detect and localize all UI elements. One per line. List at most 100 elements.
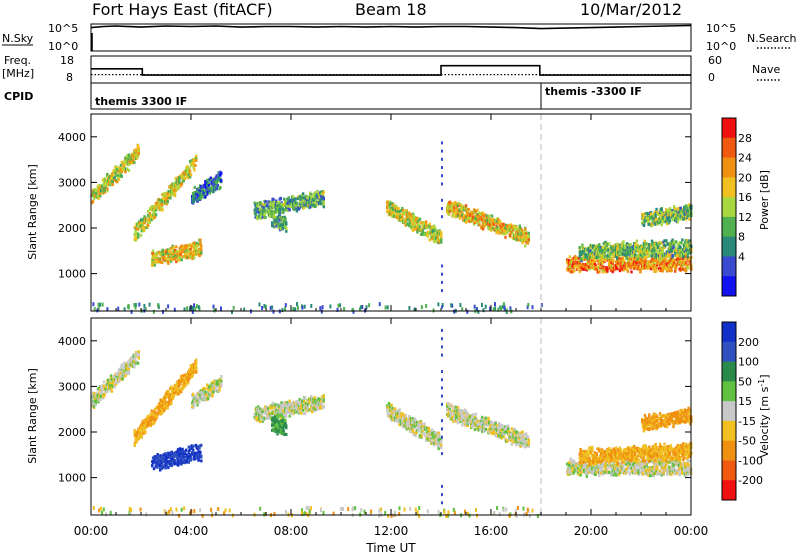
echo-cell	[453, 208, 456, 212]
echo-cell	[488, 216, 491, 220]
scatter-cell	[527, 302, 530, 307]
echo-cell	[181, 447, 184, 451]
echo-cell	[151, 249, 155, 253]
echo-cell	[685, 242, 688, 246]
scatter-cell	[101, 302, 104, 307]
scatter-cell	[167, 304, 170, 309]
echo-cell	[676, 207, 680, 211]
echo-cell	[674, 269, 677, 273]
echo-cell	[585, 263, 588, 267]
echo-cell	[217, 171, 220, 175]
echo-cell	[209, 176, 212, 180]
echo-cell	[496, 226, 499, 229]
echo-cell	[99, 194, 102, 198]
streak-cell	[441, 182, 443, 186]
echo-cell	[456, 214, 460, 218]
streak-cell	[441, 272, 443, 276]
echo-cell	[95, 399, 98, 403]
echo-cell	[608, 254, 611, 258]
echo-cell	[161, 203, 164, 207]
echo-cell	[140, 425, 143, 429]
echo-cell	[682, 255, 685, 259]
echo-cell	[100, 389, 104, 393]
echo-cell	[299, 197, 302, 201]
echo-cell	[407, 218, 410, 222]
echo-cell	[400, 218, 403, 222]
echo-cell	[657, 246, 660, 249]
echo-cell	[412, 213, 415, 217]
echo-cell	[566, 258, 569, 262]
y-tick-label: 3000	[58, 176, 86, 189]
echo-cell	[160, 198, 163, 202]
scatter-cell	[321, 305, 324, 310]
echo-cell	[180, 451, 183, 455]
echo-cell	[150, 409, 153, 413]
scatter-cell	[466, 309, 469, 314]
echo-cell	[513, 227, 516, 231]
echo-cell	[295, 202, 299, 206]
echo-cell	[218, 179, 221, 183]
echo-cell	[272, 215, 276, 219]
echo-cell	[135, 227, 138, 231]
echo-cell	[655, 253, 658, 256]
echo-cell	[94, 191, 97, 195]
echo-cell	[658, 267, 661, 271]
echo-cell	[146, 223, 150, 227]
echo-cell	[174, 176, 177, 180]
echo-cell	[316, 202, 319, 206]
echo-cell	[684, 212, 688, 216]
echo-cell	[481, 211, 485, 215]
echo-cell	[636, 257, 639, 261]
echo-cell	[191, 406, 195, 410]
echo-cell	[100, 394, 103, 398]
echo-cell	[476, 208, 479, 212]
echo-cell	[675, 263, 679, 267]
echo-cell	[589, 249, 592, 253]
echo-cell	[685, 247, 688, 251]
echo-cell	[674, 217, 678, 221]
echo-cell	[638, 248, 641, 252]
echo-cell	[168, 402, 171, 406]
echo-cell	[509, 223, 513, 227]
echo-cell	[471, 213, 474, 217]
echo-cell	[168, 400, 171, 404]
echo-cell	[216, 178, 219, 182]
echo-cell	[160, 464, 164, 468]
echo-cell	[626, 269, 630, 273]
search-tick-top: 10^5	[706, 22, 736, 35]
echo-cell	[201, 186, 204, 190]
scatter-cell	[484, 304, 487, 309]
sky-panel-frame	[90, 23, 692, 52]
echo-cell	[278, 206, 281, 210]
echo-cell	[391, 215, 394, 218]
echo-cell	[155, 458, 158, 462]
echo-cell	[477, 213, 480, 217]
echo-cell	[170, 464, 173, 468]
echo-cell	[189, 163, 193, 167]
echo-cell	[120, 175, 123, 178]
echo-cell	[193, 256, 196, 260]
echo-cell	[277, 222, 280, 226]
echo-cell	[163, 197, 166, 201]
echo-cell	[102, 183, 106, 187]
echo-cell	[271, 210, 275, 214]
echo-cell	[147, 423, 151, 427]
echo-cell	[271, 199, 274, 203]
echo-cell	[196, 189, 199, 193]
echo-cell	[280, 202, 283, 206]
echo-cell	[620, 249, 623, 253]
echo-cell	[684, 244, 688, 248]
echo-cell	[676, 213, 680, 217]
freq-panel-frame	[90, 55, 692, 84]
echo-cell	[680, 241, 683, 245]
echo-cell	[482, 215, 486, 219]
echo-cell	[404, 217, 407, 220]
echo-cell	[170, 398, 173, 402]
sky-tick-top: 10^5	[48, 22, 78, 35]
echo-cell	[662, 220, 665, 224]
echo-cell	[162, 259, 165, 263]
echo-cell	[395, 216, 399, 219]
echo-cell	[283, 197, 286, 201]
echo-cell	[319, 202, 323, 206]
echo-cell	[190, 159, 193, 163]
